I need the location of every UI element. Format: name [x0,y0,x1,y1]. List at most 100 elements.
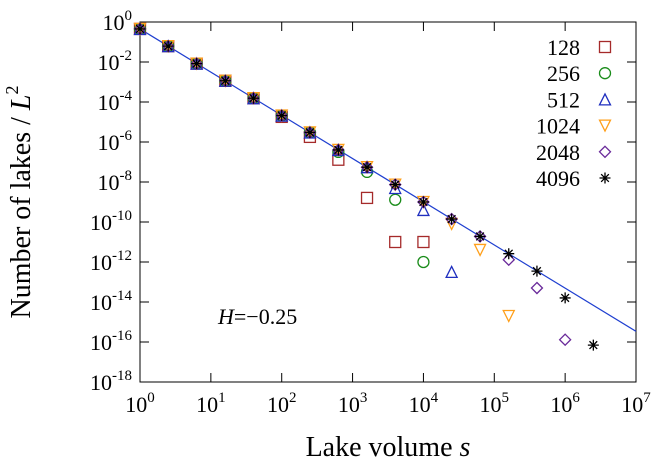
marker [531,265,543,277]
legend-label: 512 [547,87,580,112]
y-tick-label: 10-4 [98,88,133,115]
y-tick-exponent: -2 [120,48,133,64]
legend-marker [598,145,612,159]
x-tick-exponent: 5 [502,390,510,406]
x-tick-exponent: 2 [289,390,297,406]
y-label-variable: L [6,95,37,112]
y-label-exponent: 2 [2,86,22,95]
y-tick-base: 10 [98,170,120,195]
x-tick-exponent: 1 [218,390,226,406]
x-tick-base: 10 [196,392,218,417]
x-tick-exponent: 6 [572,390,580,406]
x-tick-label: 103 [338,390,368,417]
legend-marker [598,67,612,80]
x-tick-base: 10 [338,392,360,417]
marker [559,292,571,304]
x-tick-exponent: 3 [360,390,368,406]
y-tick-label: 10-12 [90,248,132,275]
x-tick-exponent: 0 [147,390,155,406]
marker [389,235,402,249]
y-tick-exponent: -14 [112,288,132,304]
y-tick-label: 100 [103,8,133,35]
y-tick-exponent: -4 [120,88,133,104]
y-tick-base: 10 [90,250,112,275]
x-axis-label: Lake volume s [306,432,471,463]
marker [276,110,288,122]
annotation: H=−0.25 [217,304,297,329]
marker [248,92,260,104]
marker [389,179,401,191]
x-tick-label: 106 [550,390,580,417]
x-tick-base: 10 [267,392,289,417]
y-tick-exponent: 0 [125,8,133,24]
marker [502,253,516,267]
y-tick-base: 10 [90,290,112,315]
x-tick-label: 104 [409,390,439,417]
x-tick-label: 105 [480,390,510,417]
marker [417,196,429,208]
marker [303,126,317,139]
legend-label: 256 [547,61,580,86]
y-tick-label: 10-6 [98,128,133,155]
marker [360,160,374,174]
annotation-text: =−0.25 [234,304,297,329]
y-tick-base: 10 [90,370,112,395]
marker [361,161,373,173]
y-tick-exponent: -10 [112,208,132,224]
x-tick-label: 102 [267,390,297,417]
marker [360,191,374,205]
legend-marker [598,119,612,133]
marker [191,58,203,70]
marker [332,144,344,156]
y-tick-exponent: -16 [112,328,132,344]
marker [134,23,146,35]
x-tick-base: 10 [621,392,643,417]
y-tick-label: 10-8 [98,168,133,195]
y-tick-exponent: -18 [112,368,132,384]
y-tick-label: 10-18 [90,368,132,395]
y-tick-exponent: -12 [112,248,132,264]
legend-label: 128 [547,35,580,60]
marker [445,264,459,279]
x-label-text: Lake volume [306,432,460,463]
legend-label: 4096 [536,166,580,191]
marker [503,248,515,260]
legend-marker [598,40,612,54]
marker [389,193,402,206]
marker [417,235,430,249]
x-tick-exponent: 7 [643,390,651,406]
x-label-variable: s [460,432,471,463]
marker [416,203,430,217]
y-axis-label: Number of lakes / L2 [2,86,37,319]
marker [219,75,231,87]
x-tick-base: 10 [480,392,502,417]
marker [473,243,487,257]
y-tick-label: 10-14 [90,288,132,315]
marker [331,143,345,157]
y-tick-label: 10-16 [90,328,132,355]
y-tick-exponent: -6 [120,128,133,144]
marker [417,255,430,269]
x-tick-label: 101 [196,390,226,417]
y-tick-base: 10 [90,210,112,235]
x-tick-exponent: 4 [431,390,439,406]
x-tick-label: 100 [125,390,155,417]
marker [162,40,174,52]
marker [161,39,175,53]
marker [587,339,599,351]
marker [474,230,486,242]
marker [304,126,316,138]
x-tick-base: 10 [409,392,431,417]
y-tick-base: 10 [98,50,120,75]
annotation-variable: H [217,304,235,329]
marker [502,309,516,323]
y-tick-label: 10-10 [90,208,132,235]
marker [558,333,572,347]
legend-label: 2048 [536,140,580,165]
y-tick-base: 10 [98,130,120,155]
y-tick-label: 10-2 [98,48,133,75]
y-tick-base: 10 [90,330,112,355]
plot-frame [139,21,637,383]
x-tick-base: 10 [550,392,572,417]
